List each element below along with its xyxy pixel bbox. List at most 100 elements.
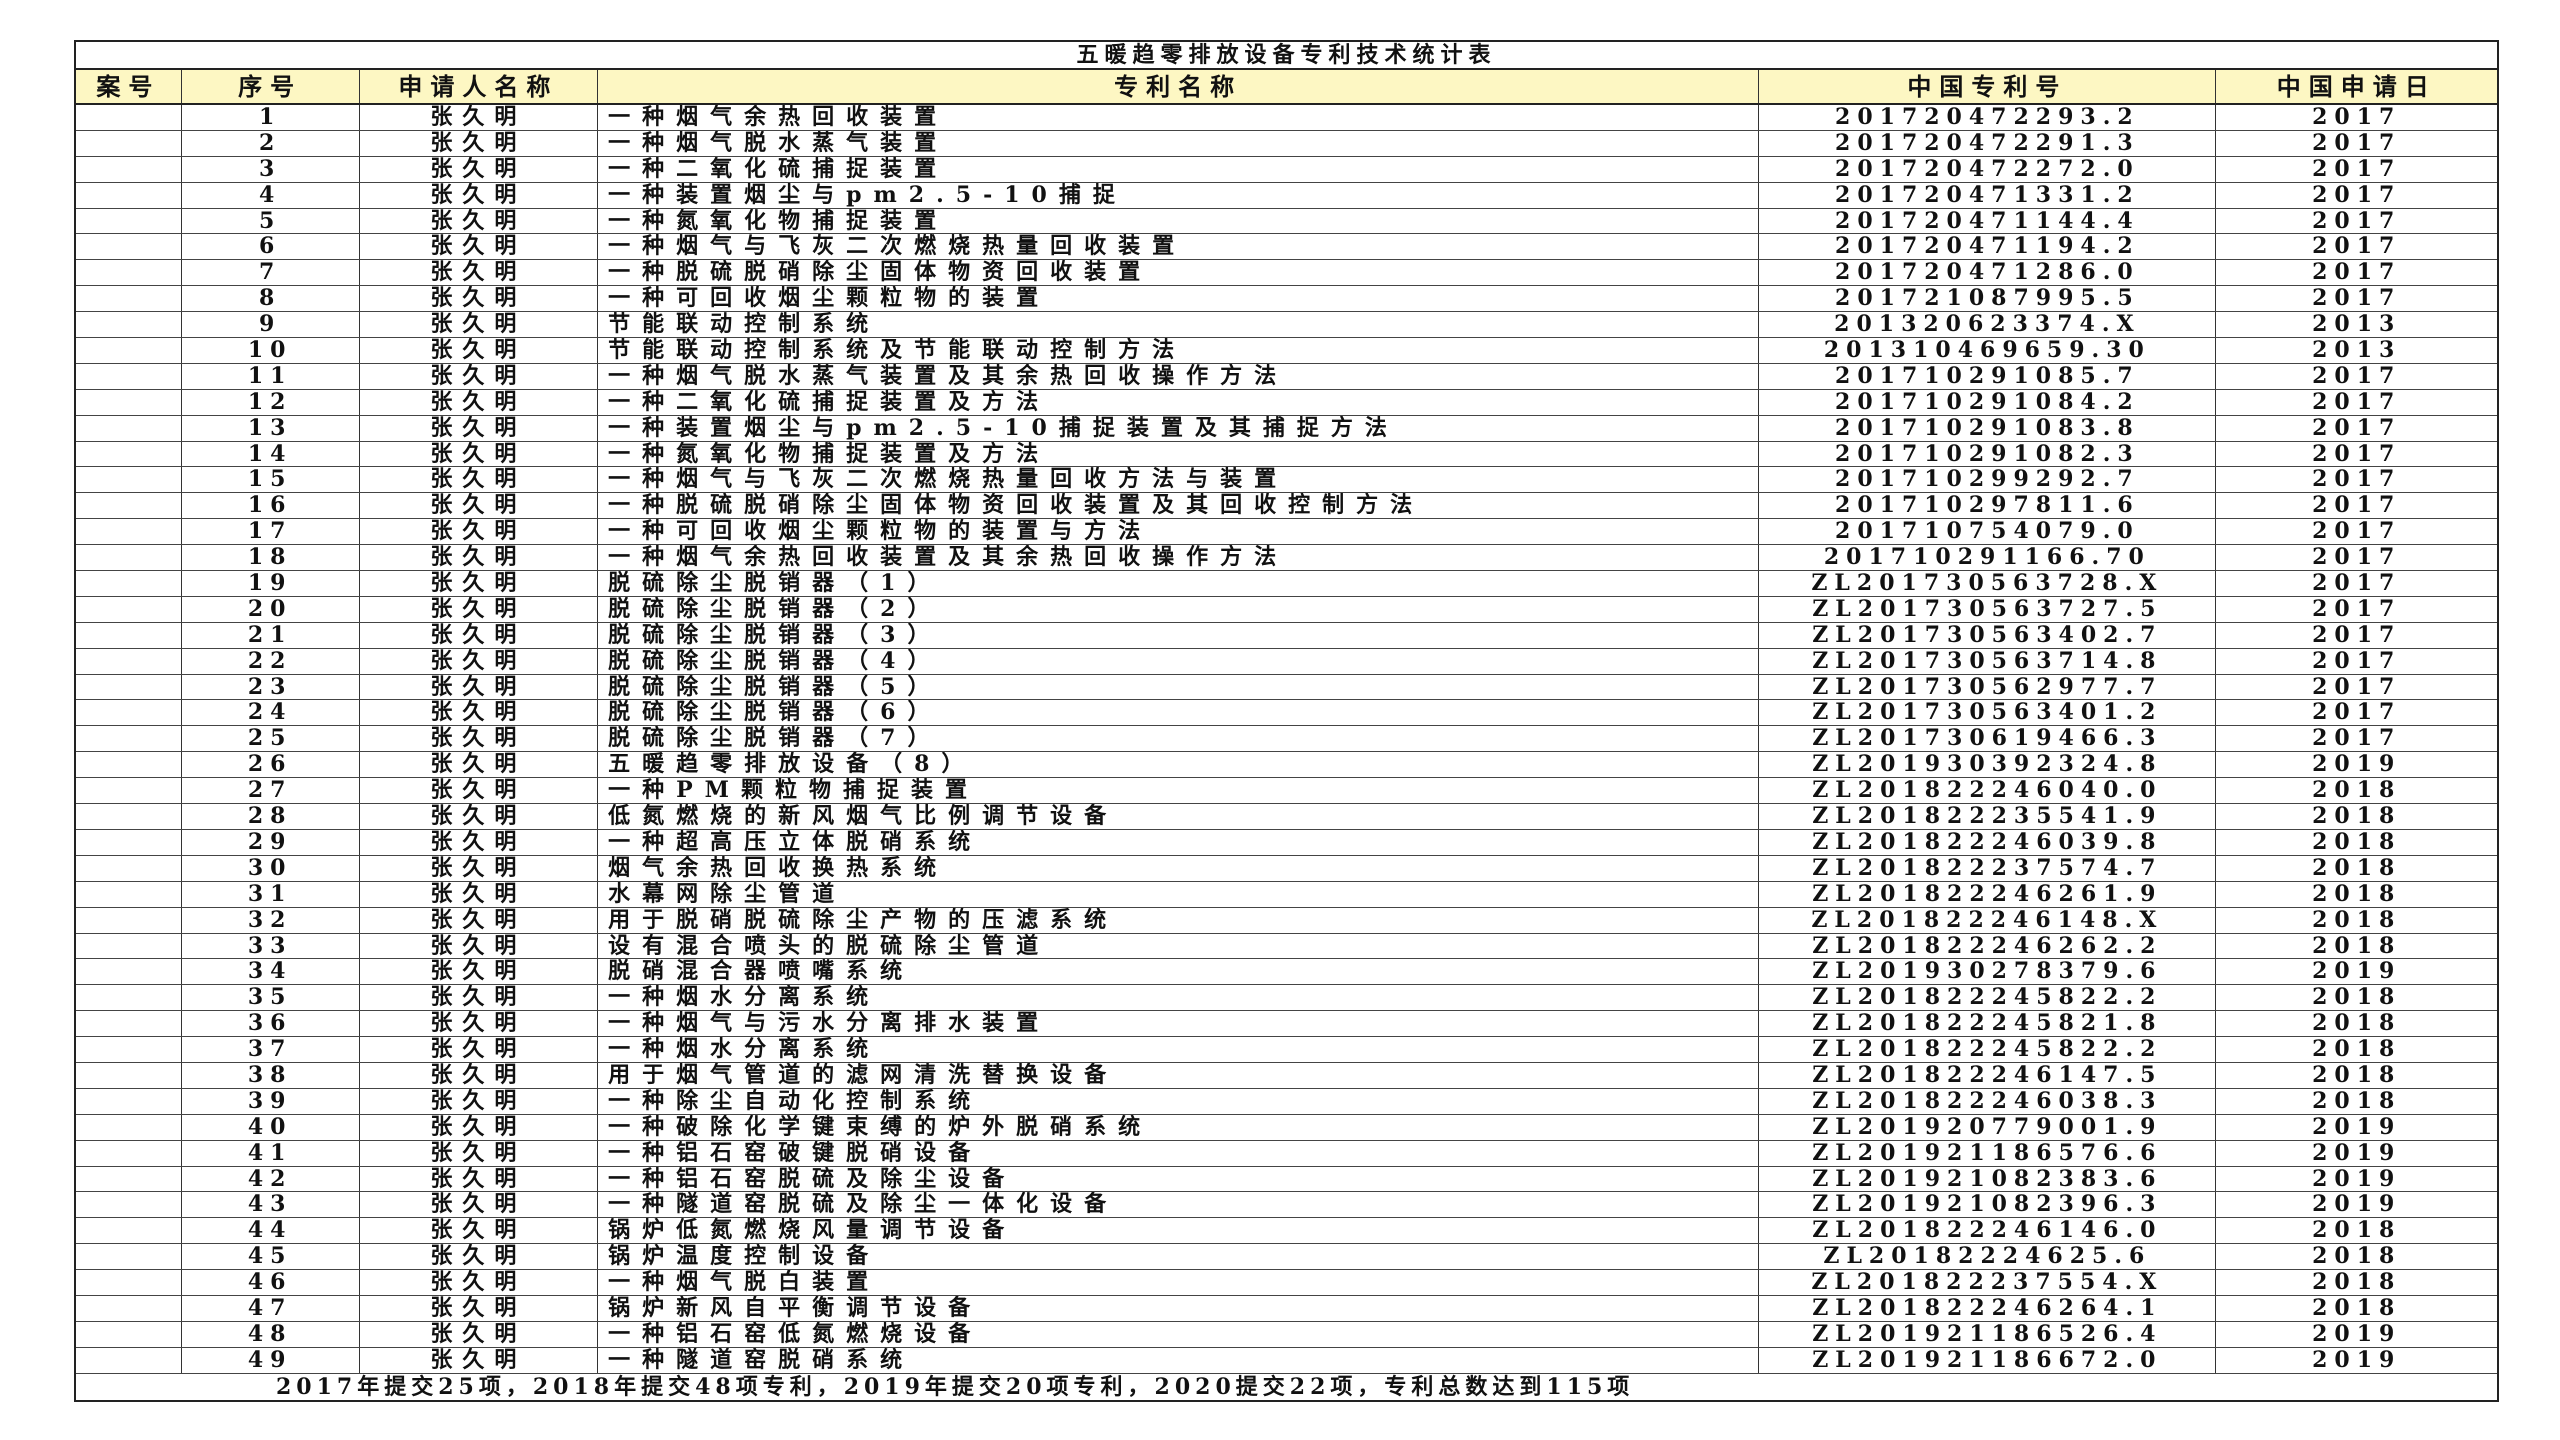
cell-case-no (76, 1062, 182, 1088)
table-row: 5 张久明 一种氮氧化物捕捉装置 201720471144.4 2017 (76, 208, 2497, 235)
cell-case-no (76, 985, 182, 1011)
cell-patent-name: 一种隧道窑脱硫及除尘一体化设备 (598, 1192, 1760, 1218)
table-row: 3 张久明 一种二氧化硫捕捉装置 201720472272.0 2017 (76, 156, 2497, 183)
cell-patent-number: 201710291083.8 (1759, 415, 2217, 441)
cell-seq: 10 (182, 338, 360, 363)
table-row: 44 张久明 锅炉低氮燃烧风量调节设备 ZL201822246146.0 2018 (76, 1218, 2497, 1245)
cell-filing-date: 2018 (2312, 1037, 2402, 1062)
cell-seq: 1 (182, 105, 360, 130)
cell-seq: 7 (182, 260, 360, 286)
cell-seq: 12 (182, 389, 360, 415)
header-filing-date: 中国申请日 (2276, 72, 2437, 101)
table-row: 20 张久明 脱硫除尘脱销器（2） ZL201730563727.5 2017 (76, 596, 2497, 623)
table-row: 28 张久明 低氮燃烧的新风烟气比例调节设备 ZL201822235541.9 2018 (76, 804, 2497, 830)
cell-applicant: 张久明 (360, 130, 599, 156)
cell-applicant: 张久明 (360, 1218, 599, 1244)
cell-case-no (76, 1140, 182, 1166)
cell-case-no (76, 571, 182, 596)
cell-applicant: 张久明 (360, 985, 599, 1011)
table-row: 38 张久明 用于烟气管道的滤网清洗替换设备 ZL201822246147.5 2018 (76, 1062, 2497, 1089)
table-row: 22 张久明 脱硫除尘脱销器（4） ZL201730563714.8 2017 (76, 648, 2497, 675)
cell-seq: 17 (182, 519, 360, 545)
cell-filing-date: 2019 (2312, 1166, 2402, 1192)
cell-case-no (76, 105, 182, 130)
cell-patent-number: ZL201822245822.2 (1759, 1037, 2217, 1062)
cell-patent-number: 201710754079.0 (1759, 519, 2217, 545)
cell-seq: 4 (182, 182, 360, 208)
header-patent-name: 专利名称 (598, 70, 1760, 103)
cell-applicant: 张久明 (360, 571, 599, 596)
header-case-no: 案号 (76, 70, 182, 103)
cell-seq: 30 (182, 855, 360, 881)
cell-applicant: 张久明 (360, 907, 599, 933)
cell-case-no (76, 493, 182, 519)
cell-patent-number: ZL201730563402.7 (1759, 622, 2217, 648)
cell-filing-date: 2018 (2312, 1218, 2402, 1244)
cell-filing-date: 2017 (2312, 519, 2402, 545)
cell-filing-date: 2017 (2312, 286, 2402, 312)
cell-patent-name: 一种烟气脱水蒸气装置及其余热回收操作方法 (598, 363, 1760, 389)
cell-patent-name: 一种烟气脱水蒸气装置 (598, 130, 1760, 156)
cell-applicant: 张久明 (360, 493, 599, 519)
table-row: 10 张久明 节能联动控制系统及节能联动控制方法 201310469659.30 201… (76, 338, 2497, 364)
cell-patent-number: 201720472293.2 (1759, 105, 2217, 130)
cell-filing-date: 2018 (2312, 1011, 2402, 1037)
table-row: 16 张久明 一种脱硫脱硝除尘固体物资回收装置及其回收控制方法 20171029781… (76, 493, 2497, 520)
cell-seq: 34 (182, 959, 360, 985)
table-row: 33 张久明 设有混合喷头的脱硫除尘管道 ZL201822246262.2 2018 (76, 933, 2497, 960)
cell-applicant: 张久明 (360, 1192, 599, 1218)
cell-seq: 35 (182, 985, 360, 1011)
cell-case-no (76, 1166, 182, 1192)
table-row: 48 张久明 一种铝石窑低氮燃烧设备 ZL201921186526.4 2019 (76, 1321, 2497, 1348)
cell-seq: 5 (182, 208, 360, 234)
cell-patent-name: 烟气余热回收换热系统 (598, 855, 1760, 881)
cell-seq: 6 (182, 234, 360, 260)
table-row: 6 张久明 一种烟气与飞灰二次燃烧热量回收装置 201720471194.2 2017 (76, 234, 2497, 261)
cell-applicant: 张久明 (360, 648, 599, 674)
cell-case-no (76, 182, 182, 208)
cell-patent-number: ZL201822246147.5 (1759, 1062, 2217, 1088)
cell-seq: 45 (182, 1244, 360, 1270)
table-row: 26 张久明 五暖趋零排放设备（8） ZL201930392324.8 2019 (76, 752, 2497, 779)
cell-seq: 39 (182, 1088, 360, 1114)
cell-patent-number: 201710297811.6 (1759, 493, 2217, 519)
table-row: 47 张久明 锅炉新风自平衡调节设备 ZL201822246264.1 2018 (76, 1295, 2497, 1322)
cell-seq: 46 (182, 1270, 360, 1295)
cell-case-no (76, 1037, 182, 1062)
cell-patent-number: ZL201822246262.2 (1759, 933, 2217, 959)
cell-filing-date: 2017 (2312, 467, 2402, 493)
table-row: 30 张久明 烟气余热回收换热系统 ZL201822237574.7 2018 (76, 855, 2497, 882)
cell-applicant: 张久明 (360, 260, 599, 286)
cell-case-no (76, 855, 182, 881)
cell-seq: 24 (182, 700, 360, 726)
cell-case-no (76, 1244, 182, 1270)
cell-seq: 32 (182, 907, 360, 933)
table-row: 36 张久明 一种烟气与污水分离排水装置 ZL201822245821.8 2018 (76, 1011, 2497, 1038)
table-row: 43 张久明 一种隧道窑脱硫及除尘一体化设备 ZL201921082396.3 2019 (76, 1192, 2497, 1219)
table-row: 39 张久明 一种除尘自动化控制系统 ZL201822246038.3 2018 (76, 1088, 2497, 1115)
table-row: 2 张久明 一种烟气脱水蒸气装置 201720472291.3 2017 (76, 130, 2497, 157)
cell-patent-name: 一种脱硫脱硝除尘固体物资回收装置及其回收控制方法 (598, 493, 1760, 519)
cell-filing-date: 2017 (2312, 596, 2402, 622)
cell-patent-name: 一种烟水分离系统 (598, 985, 1760, 1011)
table-row: 34 张久明 脱硝混合器喷嘴系统 ZL201930278379.6 2019 (76, 959, 2497, 986)
cell-case-no (76, 700, 182, 726)
cell-patent-name: 一种装置烟尘与pm2.5-10捕捉 (598, 182, 1760, 208)
cell-case-no (76, 1011, 182, 1037)
cell-patent-name: 一种烟气余热回收装置 (598, 105, 1760, 130)
cell-filing-date: 2017 (2312, 130, 2402, 156)
cell-filing-date: 2019 (2312, 1114, 2402, 1140)
cell-seq: 18 (182, 545, 360, 571)
cell-patent-name: 锅炉低氮燃烧风量调节设备 (598, 1218, 1760, 1244)
table-row: 14 张久明 一种氮氧化物捕捉装置及方法 201710291082.3 2017 (76, 441, 2497, 468)
cell-applicant: 张久明 (360, 208, 599, 234)
cell-seq: 13 (182, 415, 360, 441)
cell-filing-date: 2013 (2312, 338, 2402, 363)
cell-patent-name: 脱硫除尘脱销器（3） (598, 622, 1760, 648)
table-row: 35 张久明 一种烟水分离系统 ZL201822245822.2 2018 (76, 985, 2497, 1012)
cell-applicant: 张久明 (360, 234, 599, 260)
cell-seq: 36 (182, 1011, 360, 1037)
cell-patent-name: 用于脱硝脱硫除尘产物的压滤系统 (598, 907, 1760, 933)
cell-seq: 31 (182, 881, 360, 907)
cell-seq: 15 (182, 467, 360, 493)
